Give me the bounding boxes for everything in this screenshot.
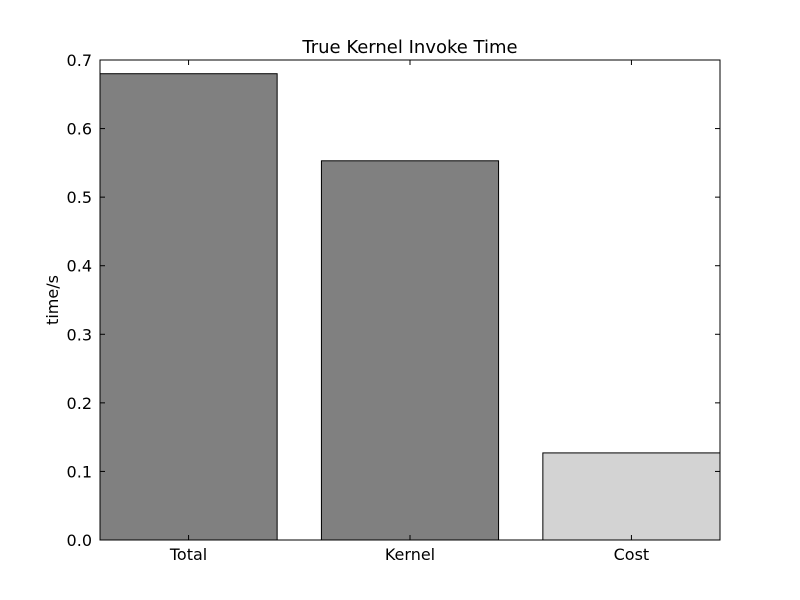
bar-kernel xyxy=(320,160,500,541)
bar-total xyxy=(99,73,278,541)
y-tick-label: 0.5 xyxy=(67,188,92,207)
y-tick-label: 0.1 xyxy=(67,462,92,481)
y-axis-label: time/s xyxy=(43,275,62,325)
plot-frame xyxy=(99,59,721,541)
y-axis-ticks: 0.0 0.1 0.2 0.3 0.4 0.5 0.6 0.7 xyxy=(67,51,720,550)
x-tick-label: Kernel xyxy=(385,545,435,564)
y-tick-label: 0.2 xyxy=(67,394,92,413)
x-tick-label: Cost xyxy=(614,545,650,564)
y-tick-label: 0.4 xyxy=(67,257,92,276)
chart-title: True Kernel Invoke Time xyxy=(301,37,517,58)
y-tick-label: 0.3 xyxy=(67,325,92,344)
y-tick-label: 0.7 xyxy=(67,51,92,70)
bar-cost xyxy=(542,452,721,541)
bars-layer xyxy=(99,73,721,541)
y-tick-label: 0.0 xyxy=(67,531,92,550)
x-tick-label: Total xyxy=(169,545,207,564)
x-axis-ticks: Total Kernel Cost xyxy=(169,60,649,564)
y-tick-label: 0.6 xyxy=(67,120,92,139)
